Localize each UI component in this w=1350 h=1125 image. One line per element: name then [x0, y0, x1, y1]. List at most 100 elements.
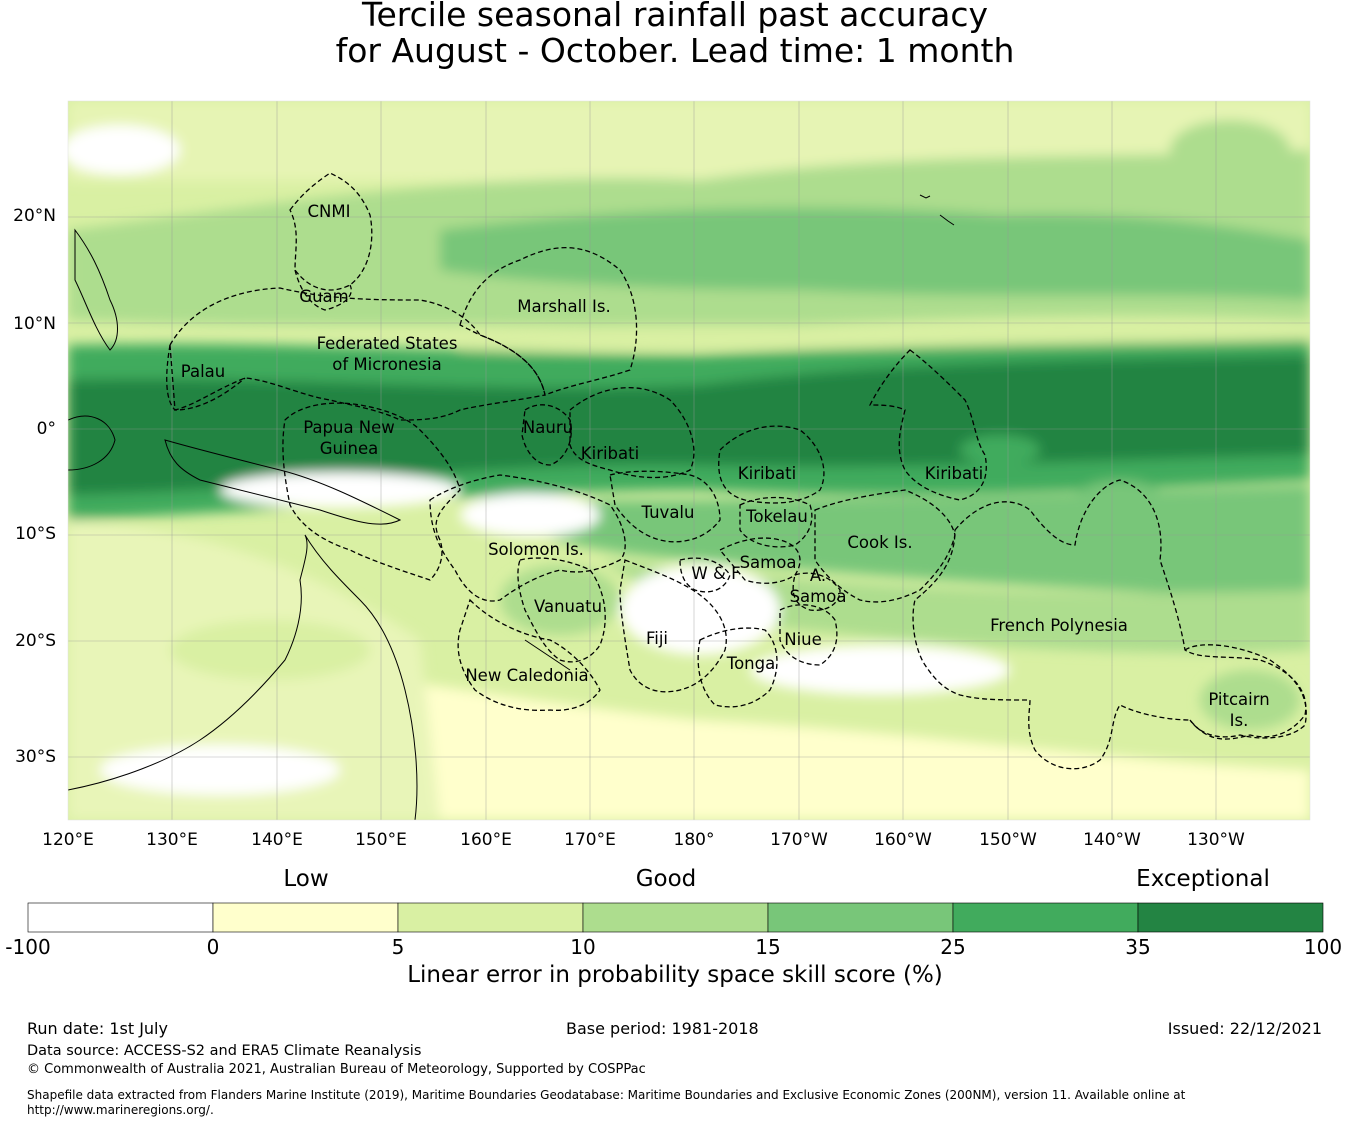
- colorbar-bin-3: [582, 902, 769, 933]
- philippines-coast: [74, 228, 118, 351]
- region-label-fsm-line2: of Micronesia: [332, 355, 442, 374]
- colorbar-bin-0: [27, 902, 214, 933]
- lat-label-20n: 20°N: [13, 206, 56, 226]
- data-source: Data source: ACCESS-S2 and ERA5 Climate …: [27, 1043, 422, 1059]
- region-label-cnmi: CNMI: [307, 202, 351, 221]
- run-date: Run date: 1st July: [27, 1019, 168, 1038]
- low-skill-solomon: [460, 493, 600, 537]
- patch: [1060, 480, 1180, 560]
- region-label-kiribati-east: Kiribati: [924, 464, 984, 483]
- issued-date: Issued: 22/12/2021: [1167, 1019, 1322, 1038]
- eez-kiribati-gilbert: [569, 387, 695, 479]
- colorbar-tick: 0: [206, 935, 220, 959]
- lon-label-130e: 130°E: [146, 830, 198, 850]
- eez-tuvalu: [609, 470, 721, 543]
- lon-label-120e: 120°E: [42, 830, 94, 850]
- region-label-png-line2: Guinea: [319, 439, 379, 458]
- region-label-vanuatu: Vanuatu: [533, 597, 603, 616]
- shapefile-credit-line1: Shapefile data extracted from Flanders M…: [27, 1088, 1186, 1102]
- region-label-tuvalu: Tuvalu: [641, 503, 695, 522]
- eez-tokelau: [739, 496, 813, 548]
- north-mid-band: [440, 207, 1310, 300]
- eez-solomon: [429, 474, 626, 602]
- region-label-wallis-futuna: W & F: [691, 564, 741, 583]
- lon-label-160e: 160°E: [460, 830, 512, 850]
- colorbar-label: Linear error in probability space skill …: [407, 962, 943, 988]
- eez-fiji: [619, 559, 727, 693]
- coastlines: [68, 194, 955, 820]
- eez-vanuatu: [517, 557, 606, 663]
- lon-label-160w: 160°W: [874, 830, 932, 850]
- eez-american-samoa: [792, 572, 841, 611]
- patch: [68, 125, 180, 175]
- colorbar-bin-2: [397, 902, 584, 933]
- colorbar-tick: 25: [940, 935, 966, 959]
- lat-label-10s: 10°S: [15, 524, 56, 544]
- lon-label-150w: 150°W: [979, 830, 1037, 850]
- low-skill-fiji: [620, 565, 780, 655]
- legend-category-exceptional: Exceptional: [1136, 866, 1270, 892]
- colorbar-tick: 100: [1303, 935, 1343, 959]
- shapefile-credit-line2: http://www.marineregions.org/.: [27, 1103, 214, 1117]
- patch: [170, 620, 370, 680]
- eez-new-caledonia: [457, 598, 601, 711]
- colorbar-bin-5: [952, 902, 1139, 933]
- colorbar-tick: 35: [1125, 935, 1151, 959]
- colorbar: [27, 902, 1324, 933]
- legend-category-good: Good: [635, 866, 697, 892]
- patch: [100, 745, 340, 795]
- eez-nauru: [521, 404, 572, 466]
- region-label-solomon: Solomon Is.: [488, 540, 584, 559]
- region-label-fsm-line1: Federated States: [316, 334, 458, 353]
- lon-label-170e: 170°E: [564, 830, 616, 850]
- lat-label-0: 0°: [36, 419, 56, 439]
- low-skill-niue: [750, 645, 1010, 695]
- eez-palau: [166, 344, 246, 411]
- eez-samoa: [718, 537, 801, 584]
- lat-label-20s: 20°S: [15, 631, 56, 651]
- lat-label-10n: 10°N: [13, 314, 56, 334]
- lon-label-170w: 170°W: [770, 830, 828, 850]
- low-skill-png: [220, 472, 460, 508]
- colorbar-bin-4: [767, 902, 954, 933]
- eez-fsm: [169, 287, 546, 421]
- eez-boundaries: [166, 172, 1307, 770]
- new-guinea-coast: [164, 439, 402, 525]
- patch: [960, 435, 1040, 465]
- region-label-kiribati-west: Kiribati: [580, 444, 640, 463]
- lat-label-30s: 30°S: [15, 747, 56, 767]
- region-label-american-samoa-line1: A.: [809, 566, 827, 585]
- region-label-fiji: Fiji: [645, 629, 669, 648]
- eez-cnmi: [289, 172, 373, 291]
- region-label-nauru: Nauru: [522, 418, 574, 437]
- region-label-samoa: Samoa: [739, 553, 797, 572]
- eez-wallis-futuna: [679, 557, 731, 593]
- eez-tonga: [697, 627, 778, 708]
- colorbar-bin-6: [1137, 902, 1324, 933]
- eez-png: [282, 402, 461, 581]
- region-label-marshall: Marshall Is.: [517, 297, 611, 316]
- region-label-niue: Niue: [784, 630, 822, 649]
- region-label-french-polynesia: French Polynesia: [990, 616, 1128, 635]
- lon-label-140e: 140°E: [251, 830, 303, 850]
- south-mid: [600, 560, 1310, 653]
- copyright: © Commonwealth of Australia 2021, Austra…: [27, 1062, 646, 1077]
- chart-title-line2: for August - October. Lead time: 1 month: [335, 31, 1015, 70]
- region-label-tokelau: Tokelau: [746, 507, 808, 526]
- eez-marshall: [459, 247, 638, 396]
- base-period: Base period: 1981-2018: [566, 1019, 759, 1038]
- colorbar-tick: 5: [391, 935, 405, 959]
- chart-title-line1: Tercile seasonal rainfall past accuracy: [361, 0, 989, 34]
- legend-category-low: Low: [283, 866, 329, 892]
- colorbar-bin-1: [212, 902, 399, 933]
- map-frame: [67, 100, 1311, 821]
- region-label-american-samoa-line2: Samoa: [789, 587, 847, 606]
- region-label-palau: Palau: [180, 362, 226, 381]
- patch: [1200, 670, 1300, 730]
- colorbar-tick: -100: [5, 935, 51, 959]
- eez-kiribati-phoenix: [718, 425, 825, 504]
- borneo-coast: [68, 415, 116, 471]
- new-caledonia-coast: [524, 639, 571, 671]
- lon-label-150e: 150°E: [355, 830, 407, 850]
- hawaii-coast: [919, 194, 955, 226]
